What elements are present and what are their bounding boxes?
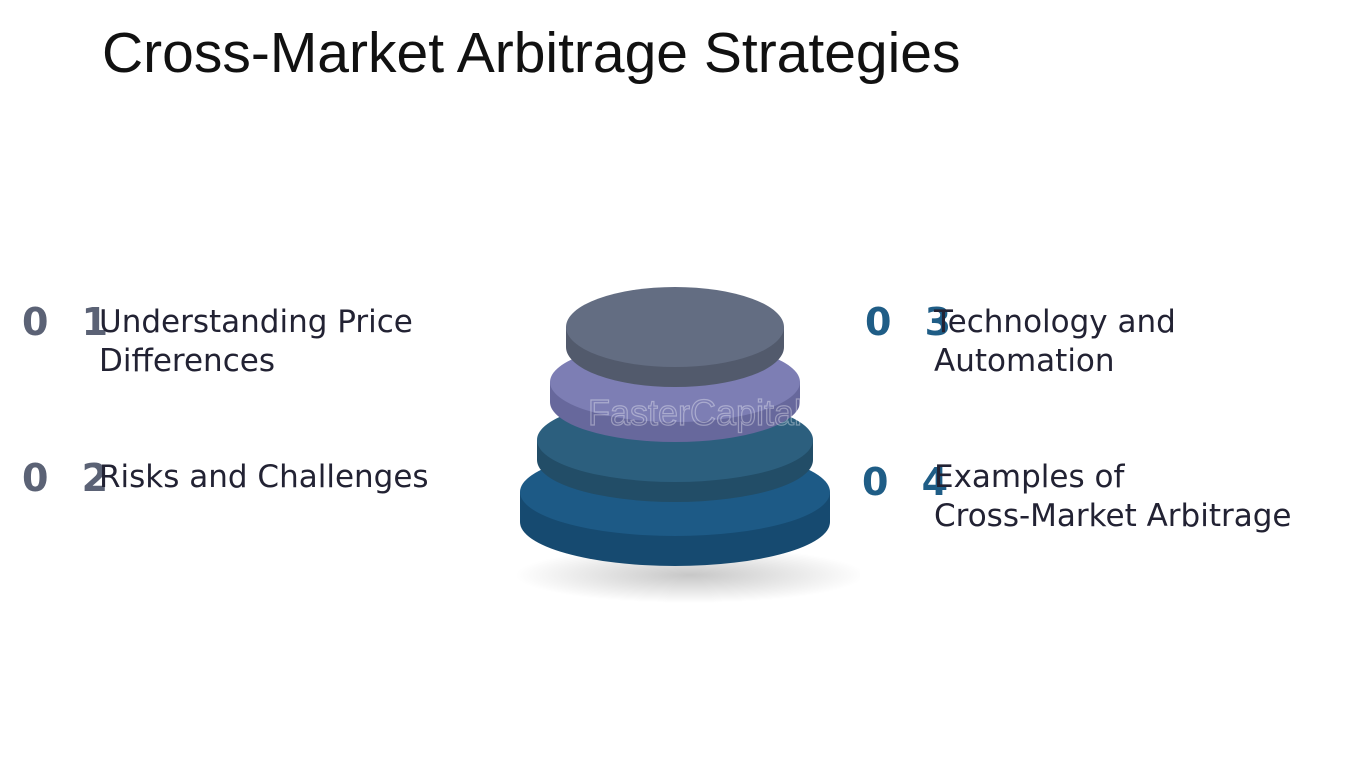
item-label: Examples of Cross-Market Arbitrage — [934, 458, 1291, 536]
item-label: Risks and Challenges — [99, 458, 429, 497]
watermark: FasterCapital — [588, 392, 802, 433]
disc-top — [566, 287, 784, 367]
item-label-line: Risks and Challenges — [99, 458, 429, 497]
item-label-line: Automation — [934, 342, 1176, 381]
disc-layer-1 — [566, 287, 784, 387]
page-title: Cross-Market Arbitrage Strategies — [102, 20, 960, 86]
item-label-line: Cross-Market Arbitrage — [934, 497, 1291, 536]
item-label-line: Differences — [99, 342, 413, 381]
stacked-discs-diagram: FasterCapital — [500, 270, 860, 610]
item-label: Technology and Automation — [934, 303, 1176, 381]
item-label: Understanding Price Differences — [99, 303, 413, 381]
item-label-line: Examples of — [934, 458, 1291, 497]
item-label-line: Understanding Price — [99, 303, 413, 342]
item-label-line: Technology and — [934, 303, 1176, 342]
